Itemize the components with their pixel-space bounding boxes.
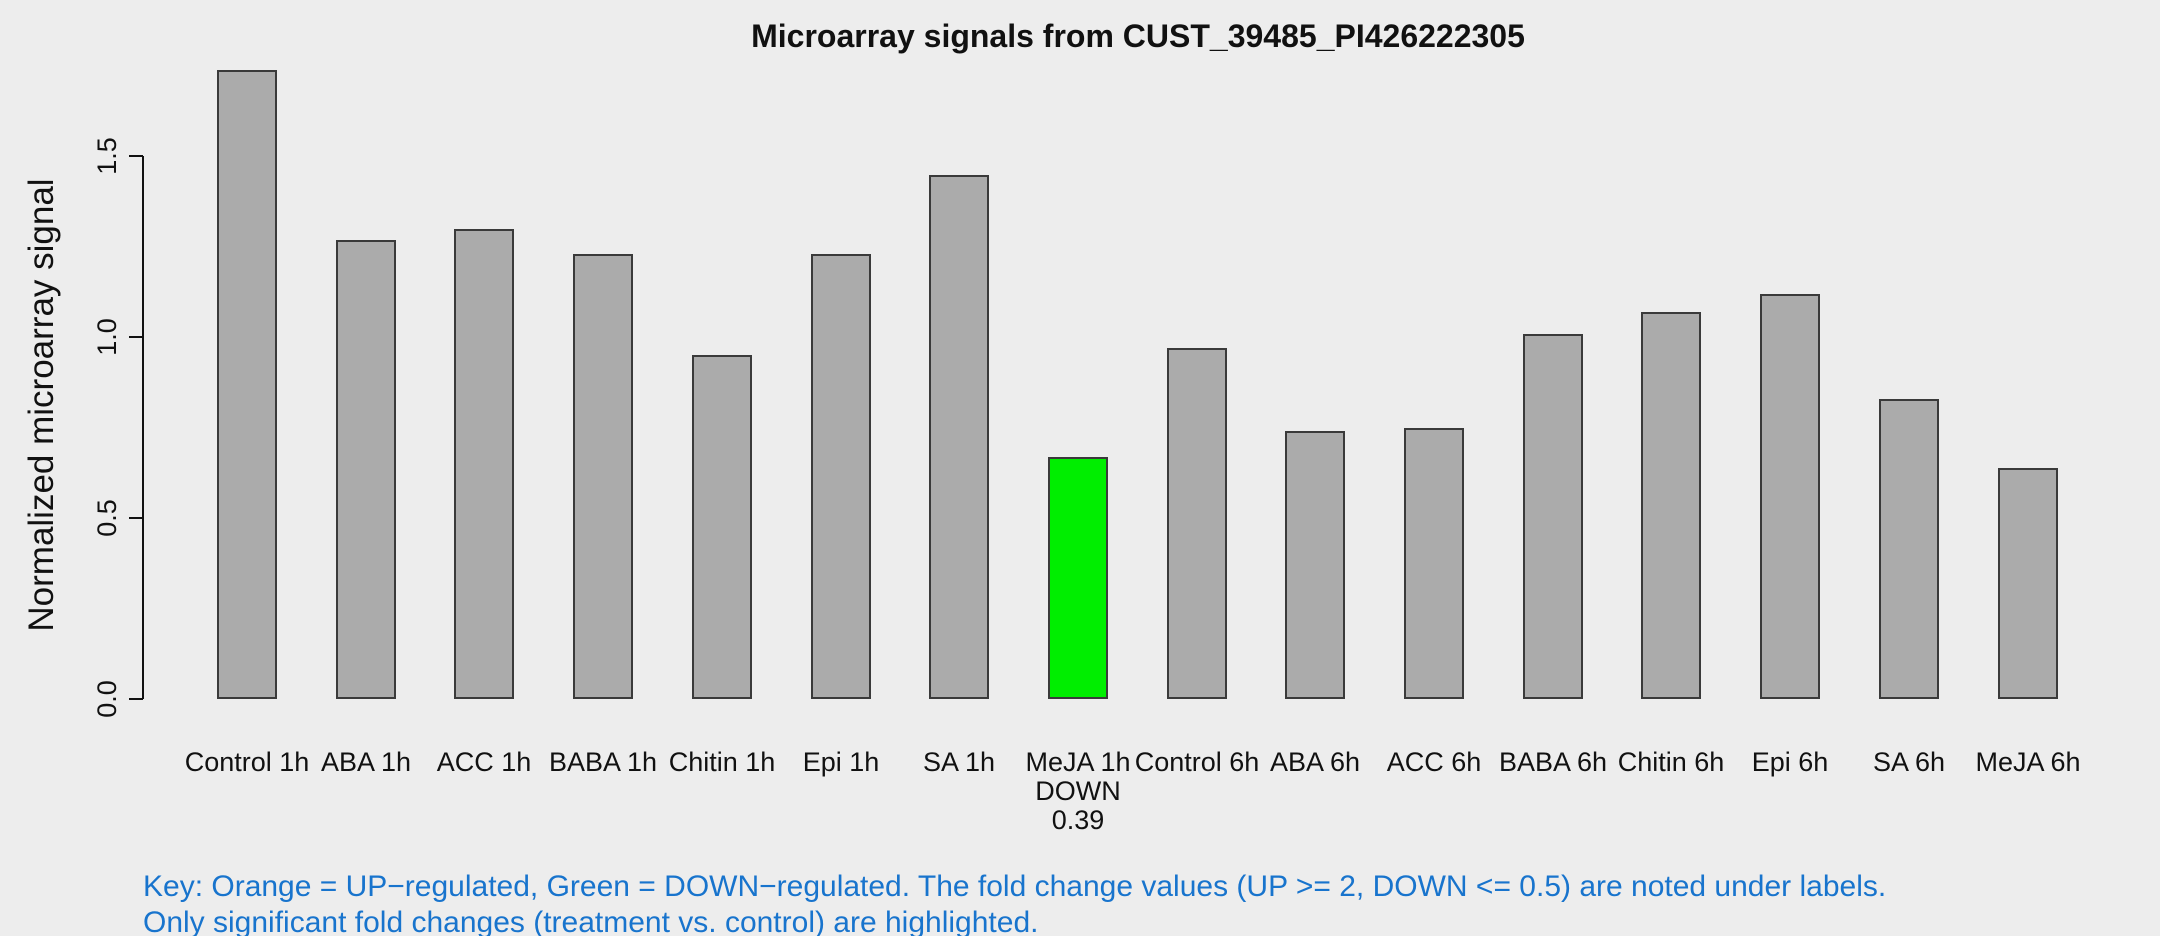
bar-label-text-meja-1h: MeJA 1h [1025,747,1131,777]
bar-label-text-acc-1h: ACC 1h [436,747,532,777]
bar-label-chitin-6h: Chitin 6h [1586,748,1756,777]
bar-label-text-baba-6h: BABA 6h [1498,747,1608,777]
bar-label-chitin-1h: Chitin 1h [637,748,807,777]
y-tick-label-0.0: 0.0 [92,680,122,718]
bar-label-text-baba-1h: BABA 1h [548,747,658,777]
chart-title: Microarray signals from CUST_39485_PI426… [751,18,1525,54]
bar-baba-6h [1523,334,1583,699]
bar-label-text-epi-6h: Epi 6h [1751,747,1829,777]
bar-control-1h [217,70,277,699]
y-tick-mark-1.0 [129,336,143,338]
bar-label-text-sa-1h: SA 1h [922,747,996,777]
bar-meja-6h [1998,468,2058,699]
bar-label-control-1h: Control 1h [162,748,332,777]
bar-label-control-6h: Control 6h [1112,748,1282,777]
bar-epi-6h [1760,294,1820,699]
bar-meja-1h [1048,457,1108,699]
bar-aba-1h [336,240,396,699]
bar-label-text-aba-1h: ABA 1h [320,747,412,777]
bar-label-meja-6h: MeJA 6h [1943,748,2113,777]
bar-label-sa-1h: SA 1h [874,748,1044,777]
bar-chitin-6h [1641,312,1701,699]
bar-acc-6h [1404,428,1464,699]
bar-label-epi-1h: Epi 1h [756,748,926,777]
bar-label-text-chitin-6h: Chitin 6h [1617,747,1725,777]
bar-label-text-control-6h: Control 6h [1134,747,1260,777]
bar-label-text-meja-6h: MeJA 6h [1975,747,2081,777]
bar-epi-1h [811,254,871,699]
bar-label-text-epi-1h: Epi 1h [802,747,880,777]
bar-label-meja-1h: MeJA 1h DOWN 0.39 [993,748,1163,835]
bar-label-text-acc-6h: ACC 6h [1386,747,1482,777]
y-tick-mark-0.5 [129,517,143,519]
bar-aba-6h [1285,431,1345,699]
bar-sublabel-foldchange-meja-1h: 0.39 [1051,805,1105,835]
bar-sa-6h [1879,399,1939,699]
bar-label-aba-6h: ABA 6h [1230,748,1400,777]
bar-acc-1h [454,229,514,699]
y-tick-label-1.5: 1.5 [92,137,122,175]
bar-label-acc-1h: ACC 1h [399,748,569,777]
key-text-line-1: Key: Orange = UP−regulated, Green = DOWN… [143,870,1887,903]
bar-label-acc-6h: ACC 6h [1349,748,1519,777]
bar-label-text-aba-6h: ABA 6h [1269,747,1361,777]
y-axis-line [142,156,144,699]
bar-baba-1h [573,254,633,699]
bar-label-baba-1h: BABA 1h [518,748,688,777]
y-tick-mark-0.0 [129,698,143,700]
bar-label-text-sa-6h: SA 6h [1872,747,1946,777]
bar-sublabel-direction-meja-1h: DOWN [1035,776,1121,806]
bar-label-epi-6h: Epi 6h [1705,748,1875,777]
bar-sa-1h [929,175,989,699]
y-tick-mark-1.5 [129,155,143,157]
y-axis-title: Normalized microarray signal [22,178,61,632]
y-tick-label-1.0: 1.0 [92,318,122,356]
bar-chitin-1h [692,355,752,699]
bar-label-sa-6h: SA 6h [1824,748,1994,777]
bar-label-aba-1h: ABA 1h [281,748,451,777]
bar-control-6h [1167,348,1227,699]
y-tick-label-0.5: 0.5 [92,499,122,537]
bar-label-baba-6h: BABA 6h [1468,748,1638,777]
bar-label-text-chitin-1h: Chitin 1h [668,747,776,777]
bar-label-text-control-1h: Control 1h [184,747,310,777]
key-text-line-2: Only significant fold changes (treatment… [143,906,1039,936]
